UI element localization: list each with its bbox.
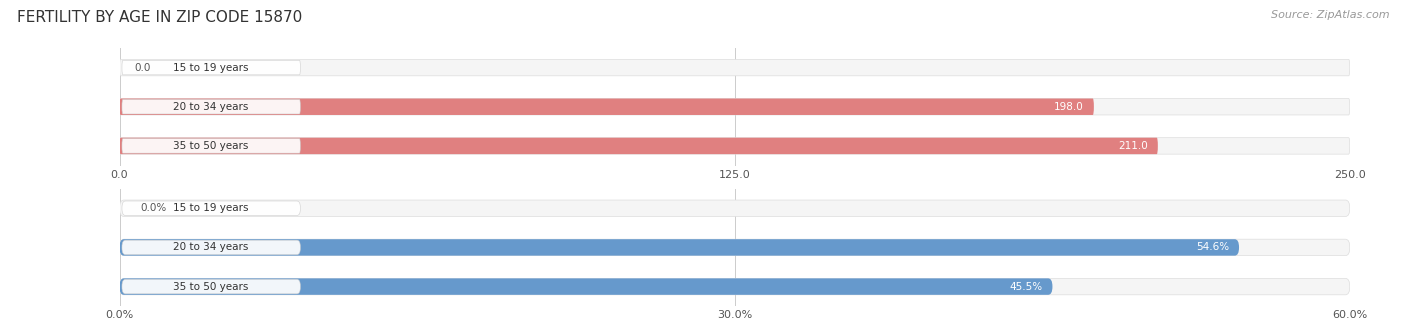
Text: FERTILITY BY AGE IN ZIP CODE 15870: FERTILITY BY AGE IN ZIP CODE 15870	[17, 10, 302, 25]
FancyBboxPatch shape	[122, 201, 301, 215]
Text: 0.0%: 0.0%	[141, 203, 167, 213]
FancyBboxPatch shape	[122, 60, 301, 75]
FancyBboxPatch shape	[120, 138, 1350, 154]
Text: 0.0: 0.0	[134, 63, 150, 72]
FancyBboxPatch shape	[122, 100, 301, 114]
FancyBboxPatch shape	[120, 239, 1239, 256]
Text: 35 to 50 years: 35 to 50 years	[173, 282, 249, 292]
FancyBboxPatch shape	[120, 99, 1350, 115]
Text: 20 to 34 years: 20 to 34 years	[173, 242, 249, 253]
FancyBboxPatch shape	[120, 278, 1350, 295]
Text: 54.6%: 54.6%	[1197, 242, 1229, 253]
FancyBboxPatch shape	[120, 278, 1053, 295]
Text: 211.0: 211.0	[1118, 141, 1147, 151]
FancyBboxPatch shape	[120, 59, 1350, 76]
FancyBboxPatch shape	[120, 200, 1350, 216]
FancyBboxPatch shape	[120, 138, 1159, 154]
FancyBboxPatch shape	[122, 139, 301, 153]
FancyBboxPatch shape	[120, 239, 1350, 256]
Text: 20 to 34 years: 20 to 34 years	[173, 102, 249, 112]
Text: 15 to 19 years: 15 to 19 years	[173, 63, 249, 72]
FancyBboxPatch shape	[120, 99, 1094, 115]
Text: 198.0: 198.0	[1054, 102, 1084, 112]
FancyBboxPatch shape	[122, 279, 301, 294]
Text: 45.5%: 45.5%	[1010, 282, 1043, 292]
FancyBboxPatch shape	[122, 240, 301, 255]
Text: 15 to 19 years: 15 to 19 years	[173, 203, 249, 213]
Text: 35 to 50 years: 35 to 50 years	[173, 141, 249, 151]
Text: Source: ZipAtlas.com: Source: ZipAtlas.com	[1271, 10, 1389, 20]
